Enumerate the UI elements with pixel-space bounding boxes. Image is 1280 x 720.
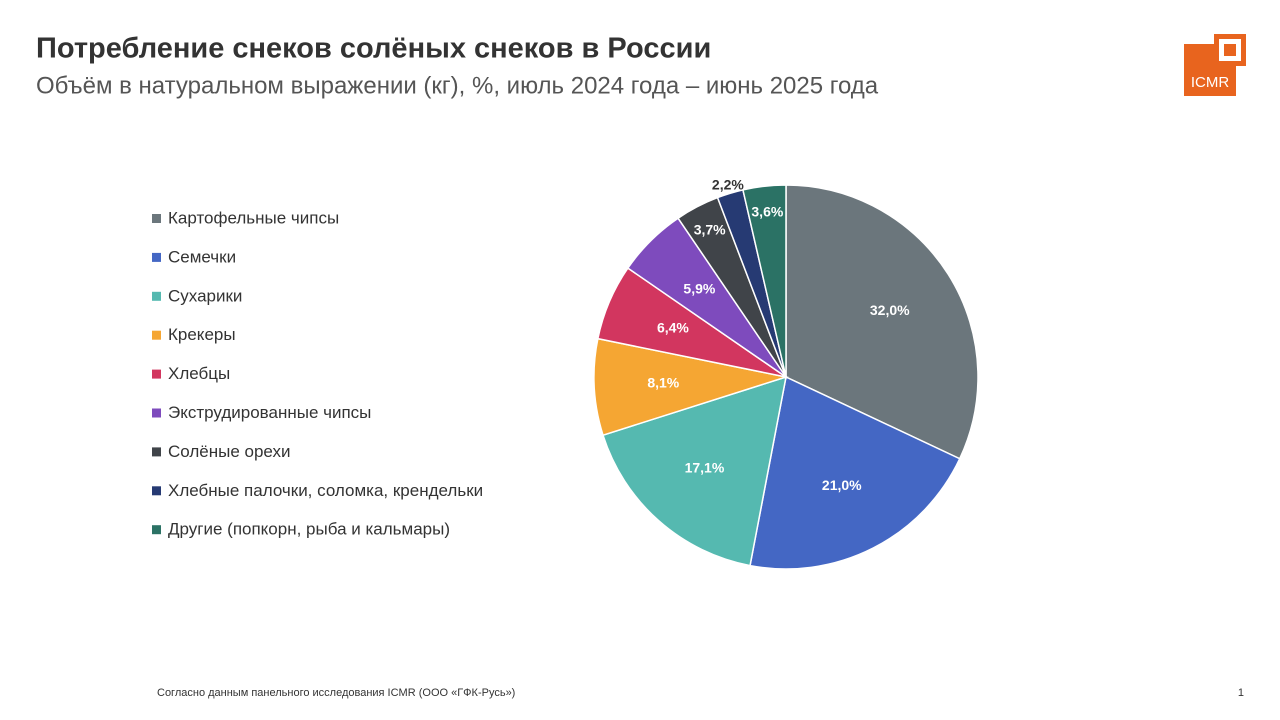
data-label: 5,9% xyxy=(683,281,715,297)
legend-label: Хлебные палочки, соломка, крендельки xyxy=(168,481,483,500)
legend-label: Крекеры xyxy=(168,325,236,344)
legend-label: Солёные орехи xyxy=(168,442,291,461)
data-label: 6,4% xyxy=(657,320,689,336)
legend-label: Хлебцы xyxy=(168,364,230,383)
legend-swatch xyxy=(152,252,161,262)
legend-label: Сухарики xyxy=(168,286,242,305)
legend-swatch xyxy=(152,369,161,379)
page-number: 1 xyxy=(1238,687,1244,699)
legend-label: Семечки xyxy=(168,247,236,266)
data-label: 3,6% xyxy=(751,204,783,220)
legend-swatch xyxy=(152,330,161,340)
pie-slice xyxy=(742,184,787,378)
logo-text: ICMR xyxy=(1191,74,1229,91)
pie-slice xyxy=(602,375,787,567)
data-label: 8,1% xyxy=(647,374,679,390)
legend-swatch xyxy=(152,525,161,535)
legend-swatch xyxy=(152,486,161,496)
data-label: 3,7% xyxy=(694,221,726,237)
pie-slice xyxy=(785,184,979,460)
data-label: 21,0% xyxy=(822,477,862,493)
legend-swatch xyxy=(152,214,161,223)
logo: ICMR xyxy=(1184,34,1246,96)
legend-swatch xyxy=(152,447,161,457)
pie-slice xyxy=(749,375,961,570)
source-note: Согласно данным панельного исследования … xyxy=(157,687,515,699)
legend-label: Другие (попкорн, рыба и кальмары) xyxy=(168,520,450,539)
legend-swatch xyxy=(152,291,161,301)
pie-slice xyxy=(593,337,789,437)
chart-title: Потребление снеков солёных снеков в Росс… xyxy=(36,33,711,65)
data-label: 32,0% xyxy=(870,302,910,318)
chart-subtitle: Объём в натуральном выражении (кг), %, и… xyxy=(36,72,879,99)
legend-label: Экструдированные чипсы xyxy=(168,403,371,422)
legend-label: Картофельные чипсы xyxy=(168,208,339,227)
legend-swatch xyxy=(152,408,161,418)
logo-box xyxy=(1224,44,1236,56)
data-label: 17,1% xyxy=(685,460,725,476)
data-label: 2,2% xyxy=(712,177,744,193)
